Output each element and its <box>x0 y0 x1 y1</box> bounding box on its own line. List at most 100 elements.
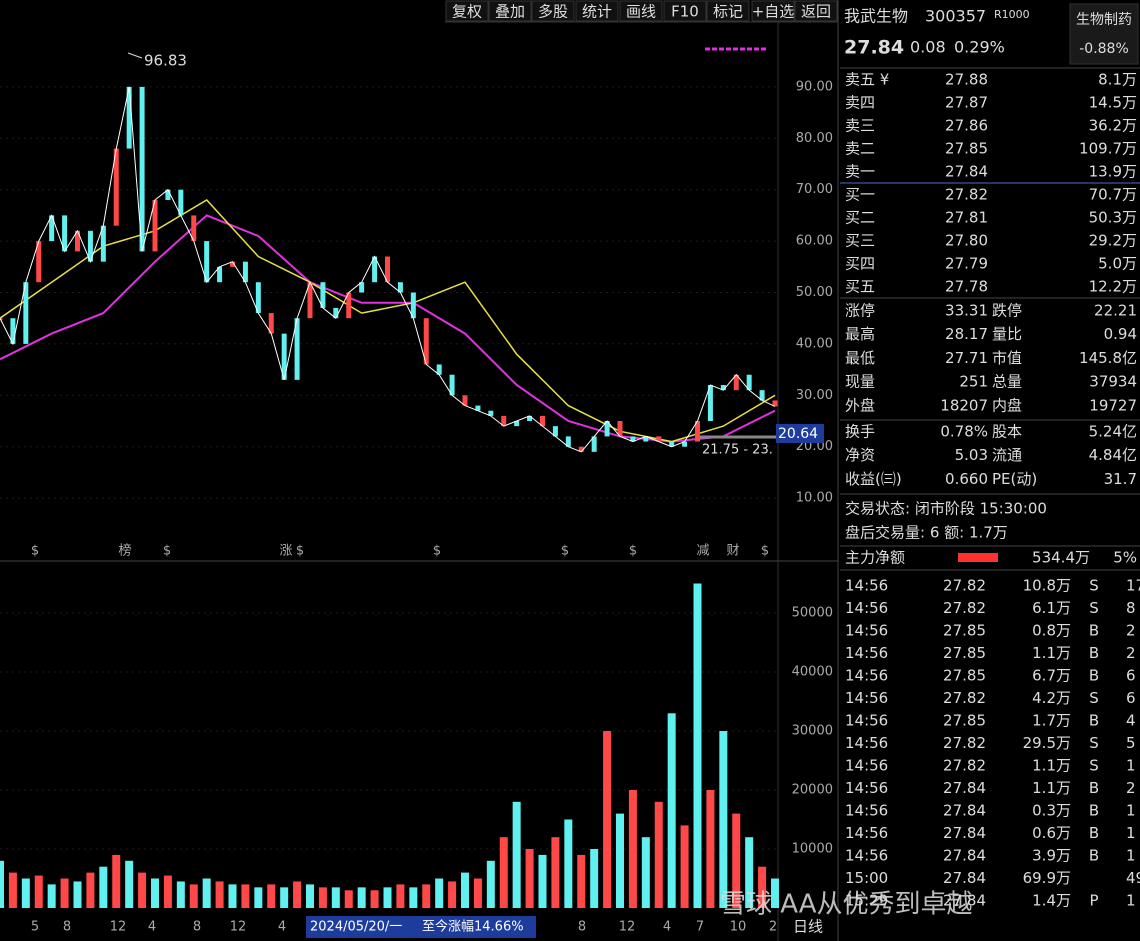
toolbar-button[interactable] <box>445 0 489 22</box>
stat-value: 145.8亿 <box>1079 349 1137 367</box>
volume-tick-label: 40000 <box>792 665 833 680</box>
trade-direction: S <box>1089 689 1099 707</box>
book-price: 27.81 <box>945 209 988 227</box>
volume-bar <box>306 884 314 908</box>
toolbar-label[interactable]: F10 <box>671 3 699 21</box>
stat-label: 换手 <box>845 423 875 441</box>
sector-name: 生物制药 <box>1076 12 1132 28</box>
volume-bar <box>344 890 353 908</box>
price-candle <box>720 385 726 391</box>
trade-count: 4 <box>1126 712 1136 730</box>
book-volume: 12.2万 <box>1089 278 1137 296</box>
change: 0.08 <box>910 38 946 57</box>
stat-label: 收益(㈢) <box>845 470 902 488</box>
volume-bar <box>267 884 276 908</box>
volume-bar <box>21 878 30 908</box>
price-candle <box>423 318 429 365</box>
price-candle <box>230 261 235 267</box>
price-tick-label: 10.00 <box>796 491 833 506</box>
toolbar-label[interactable]: 返回 <box>801 3 831 21</box>
main-force-value: 534.4万 <box>1032 549 1090 567</box>
trade-price: 27.84 <box>943 847 986 865</box>
sector-box[interactable] <box>1069 3 1139 65</box>
stat-value: 33.31 <box>945 302 988 320</box>
trade-time: 14:56 <box>845 667 888 685</box>
price-tick-label: 40.00 <box>796 336 833 351</box>
trade-volume: 0.8万 <box>1032 622 1071 640</box>
trade-count: 2 <box>1126 622 1136 640</box>
price-candle <box>759 390 765 401</box>
toolbar-button[interactable] <box>531 0 575 22</box>
trade-price: 27.82 <box>943 734 986 752</box>
book-label: 卖一 <box>845 163 875 181</box>
toolbar-label[interactable]: 多股 <box>538 3 568 21</box>
price-candle <box>552 426 558 437</box>
trade-direction: S <box>1089 599 1099 617</box>
trade-count: 8 <box>1126 599 1136 617</box>
price-candle <box>527 415 533 421</box>
x-tick-label: 12 <box>619 920 636 935</box>
price-candle <box>36 241 42 283</box>
event-marker: $ <box>761 544 769 559</box>
trade-direction: B <box>1089 622 1099 640</box>
volume-bar <box>189 884 198 908</box>
stat-label: 流通 <box>992 446 1022 464</box>
trade-time: 14:56 <box>845 712 888 730</box>
toolbar-button[interactable] <box>751 0 795 22</box>
volume-bar <box>47 884 56 908</box>
volume-tick-label: 30000 <box>792 724 833 739</box>
price-tick-label: 90.00 <box>796 79 833 94</box>
stat-value: 22.21 <box>1094 302 1137 320</box>
volume-bar <box>693 583 702 908</box>
stock-code: 300357 <box>925 7 986 26</box>
book-label: 买二 <box>845 209 875 227</box>
period-label[interactable]: 日线 <box>793 918 823 936</box>
volume-bar <box>758 866 767 908</box>
toolbar-button[interactable] <box>663 0 707 22</box>
volume-bar <box>86 872 95 908</box>
event-marker: 涨 <box>279 544 292 559</box>
price-candle <box>630 436 636 442</box>
toolbar-button[interactable] <box>488 0 532 22</box>
volume-bar <box>125 860 134 908</box>
toolbar-button[interactable] <box>619 0 663 22</box>
ma-value-label: 20.64 <box>778 426 818 442</box>
trade-volume: 6.1万 <box>1032 599 1071 617</box>
trade-direction: P <box>1089 892 1098 910</box>
price-candle <box>204 241 210 283</box>
toolbar-button[interactable] <box>575 0 619 22</box>
price-candle <box>733 374 739 391</box>
toolbar-label[interactable]: 标记 <box>713 3 743 21</box>
toolbar-button[interactable] <box>706 0 750 22</box>
price-candle <box>49 215 55 242</box>
volume-bar <box>628 790 637 908</box>
price-tick-label: 70.00 <box>796 182 833 197</box>
price-candle <box>578 446 584 452</box>
trade-direction: B <box>1089 779 1099 797</box>
trade-time: 14:56 <box>845 577 888 595</box>
trade-price: 27.84 <box>943 779 986 797</box>
toolbar-label[interactable]: 叠加 <box>495 3 525 21</box>
toolbar-label[interactable]: 统计 <box>582 3 612 21</box>
stat-label: 现量 <box>845 373 875 391</box>
volume-bar <box>151 878 159 908</box>
volume-tick-label: 50000 <box>792 606 833 621</box>
status: 交易状态: 闭市阶段 15:30:00 <box>845 500 1047 518</box>
x-tick-label: 4 <box>278 920 286 935</box>
book-label: 卖二 <box>845 140 875 158</box>
book-price: 27.85 <box>945 140 988 158</box>
trade-volume: 0.3万 <box>1032 802 1071 820</box>
trade-price: 27.82 <box>943 599 986 617</box>
trade-time: 14:56 <box>845 757 888 775</box>
toolbar-button[interactable] <box>794 0 838 22</box>
stat-value: 18207 <box>940 396 988 414</box>
trade-direction: B <box>1089 847 1099 865</box>
price-candle <box>242 261 248 283</box>
toolbar-label[interactable]: 画线 <box>626 3 656 21</box>
volume-bar <box>771 878 779 908</box>
toolbar-label[interactable]: +自选 <box>752 3 795 21</box>
event-marker: $ <box>296 544 304 559</box>
trade-direction: S <box>1089 734 1099 752</box>
volume-bar <box>254 887 263 908</box>
toolbar-label[interactable]: 复权 <box>452 3 482 21</box>
